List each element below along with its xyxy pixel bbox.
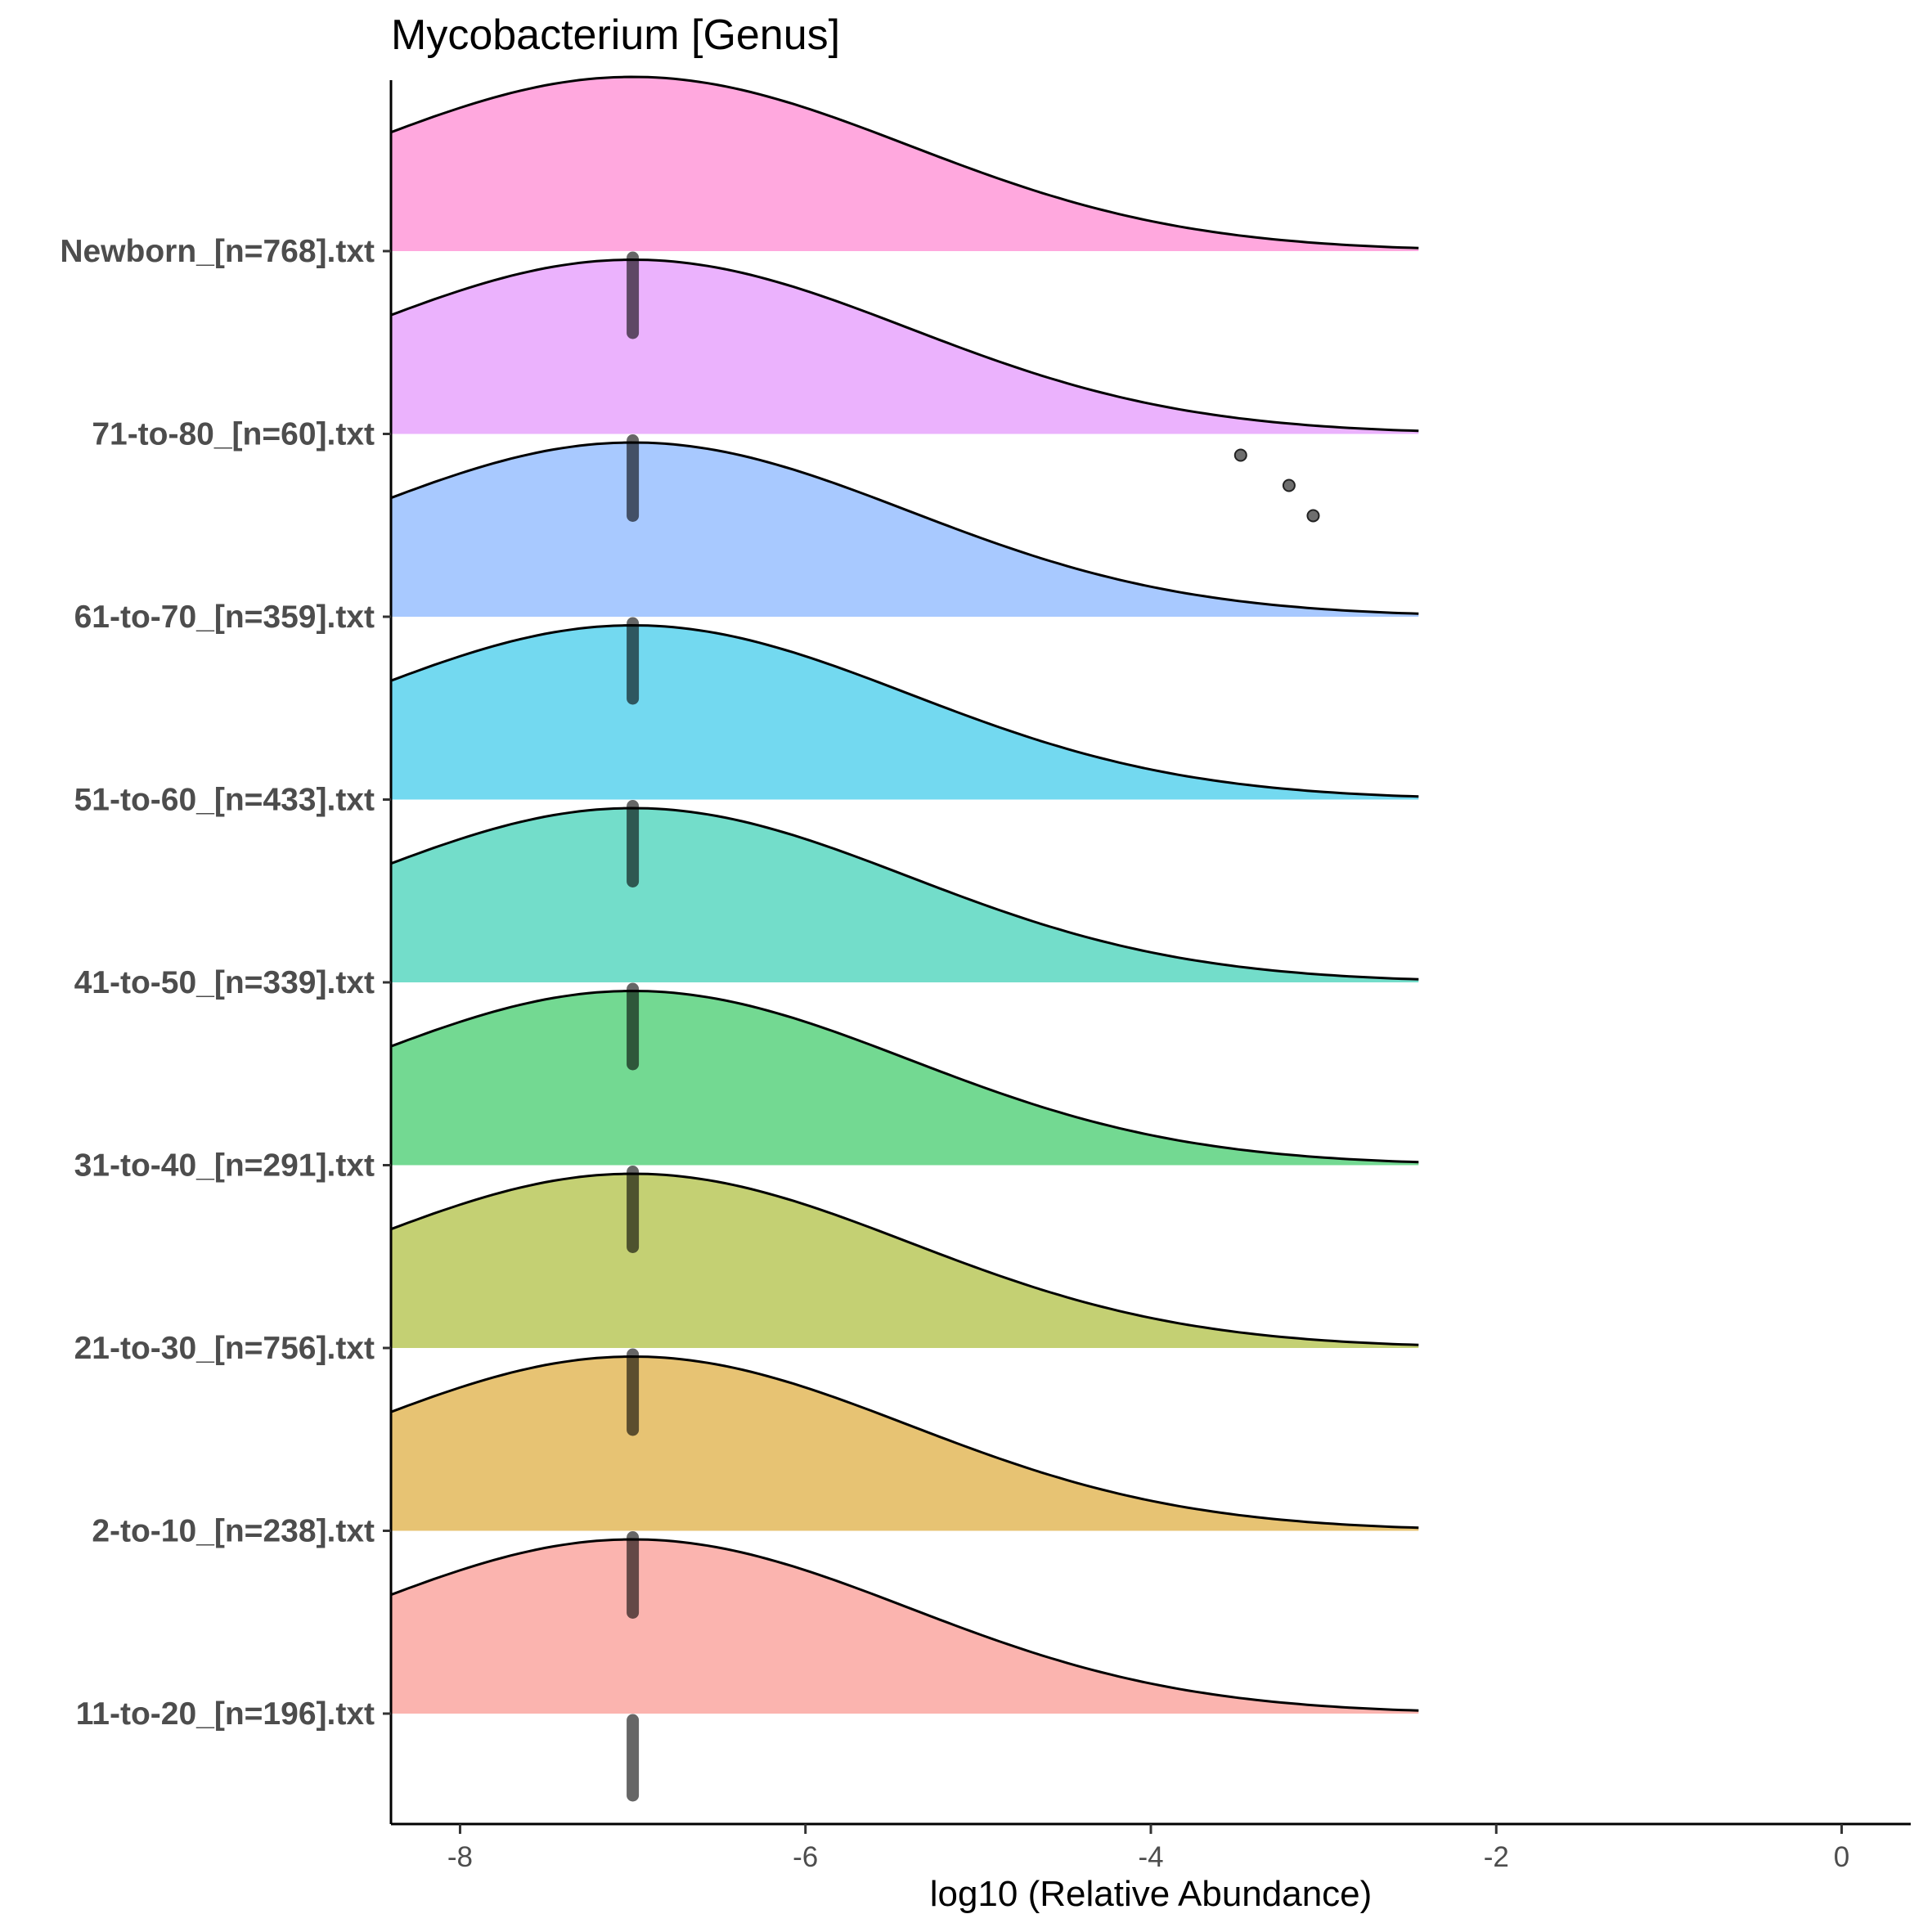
chart-title: Mycobacterium [Genus]	[391, 11, 840, 59]
outlier-point	[1282, 479, 1296, 492]
ridge-fill	[391, 625, 1419, 800]
x-tick-label: 0	[1834, 1841, 1849, 1873]
ridge-outline	[390, 989, 1419, 1164]
y-tick-label: Newborn_[n=768].txt	[60, 234, 375, 269]
ridge-fill	[391, 1539, 1419, 1714]
x-ticks-layer: -8 -6 -4 -2 0	[447, 1824, 1849, 1873]
ridge-fill	[391, 1174, 1419, 1348]
y-tick-label: 61-to-70_[n=359].txt	[74, 600, 375, 635]
outlier-points-layer	[1233, 448, 1320, 523]
ridge-outline	[390, 258, 1419, 433]
ridge-outline	[390, 806, 1419, 981]
y-tick-label: 11-to-20_[n=196].txt	[76, 1696, 375, 1732]
ridge-fill	[391, 259, 1419, 434]
ridge-fill	[391, 808, 1419, 982]
outlier-point	[1233, 448, 1247, 462]
ridge-outline	[390, 1355, 1419, 1530]
x-tick-label: -6	[793, 1841, 818, 1873]
ridge-fill	[391, 991, 1419, 1166]
ridge-outline	[390, 441, 1419, 615]
x-tick-label: -8	[447, 1841, 473, 1873]
y-tick-label: 71-to-80_[n=60].txt	[92, 417, 375, 452]
y-tick-label: 51-to-60_[n=433].txt	[74, 783, 375, 818]
ridge-fill	[391, 443, 1419, 617]
y-tick-label: 2-to-10_[n=238].txt	[92, 1514, 375, 1549]
x-tick-label: -4	[1138, 1841, 1163, 1873]
y-ticks-layer: Newborn_[n=768].txt 71-to-80_[n=60].txt 61…	[60, 234, 391, 1732]
ridge-outline	[390, 1172, 1419, 1346]
ridges-layer	[390, 75, 1419, 1714]
outlier-point	[1306, 509, 1320, 523]
x-axis-label: log10 (Relative Abundance)	[930, 1874, 1373, 1914]
ridge-outline	[390, 1538, 1419, 1712]
y-tick-label: 21-to-30_[n=756].txt	[74, 1331, 375, 1366]
x-tick-label: -2	[1484, 1841, 1509, 1873]
y-tick-label: 31-to-40_[n=291].txt	[74, 1148, 375, 1184]
y-tick-label: 41-to-50_[n=339].txt	[74, 965, 375, 1000]
ridge-outline	[390, 623, 1419, 798]
ridge-outline	[390, 75, 1419, 249]
ridge-fill	[391, 77, 1419, 251]
ridge-fill	[391, 1356, 1419, 1531]
